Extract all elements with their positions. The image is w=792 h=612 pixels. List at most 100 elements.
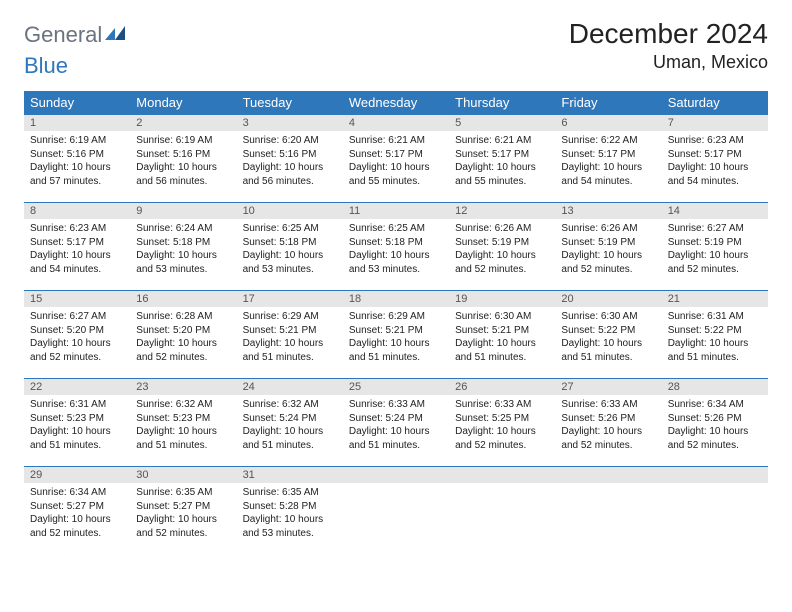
day-number: 10 [237, 203, 343, 219]
calendar-cell: 22Sunrise: 6:31 AMSunset: 5:23 PMDayligh… [24, 379, 130, 467]
month-title: December 2024 [569, 18, 768, 50]
day-details: Sunrise: 6:30 AMSunset: 5:21 PMDaylight:… [449, 307, 555, 367]
day-details: Sunrise: 6:19 AMSunset: 5:16 PMDaylight:… [130, 131, 236, 191]
day-details: Sunrise: 6:23 AMSunset: 5:17 PMDaylight:… [662, 131, 768, 191]
day-details: Sunrise: 6:29 AMSunset: 5:21 PMDaylight:… [343, 307, 449, 367]
calendar-cell: 6Sunrise: 6:22 AMSunset: 5:17 PMDaylight… [555, 115, 661, 203]
calendar-cell: 23Sunrise: 6:32 AMSunset: 5:23 PMDayligh… [130, 379, 236, 467]
day-number: 26 [449, 379, 555, 395]
calendar-cell: 27Sunrise: 6:33 AMSunset: 5:26 PMDayligh… [555, 379, 661, 467]
day-details: Sunrise: 6:28 AMSunset: 5:20 PMDaylight:… [130, 307, 236, 367]
calendar-cell: 2Sunrise: 6:19 AMSunset: 5:16 PMDaylight… [130, 115, 236, 203]
day-number: 30 [130, 467, 236, 483]
calendar-cell [555, 467, 661, 555]
calendar-cell: 29Sunrise: 6:34 AMSunset: 5:27 PMDayligh… [24, 467, 130, 555]
day-details: Sunrise: 6:21 AMSunset: 5:17 PMDaylight:… [449, 131, 555, 191]
calendar-cell: 30Sunrise: 6:35 AMSunset: 5:27 PMDayligh… [130, 467, 236, 555]
day-number: 19 [449, 291, 555, 307]
day-details: Sunrise: 6:26 AMSunset: 5:19 PMDaylight:… [449, 219, 555, 279]
calendar-cell [662, 467, 768, 555]
logo-text-general: General [24, 22, 102, 48]
day-details: Sunrise: 6:32 AMSunset: 5:23 PMDaylight:… [130, 395, 236, 455]
day-number: 21 [662, 291, 768, 307]
calendar-row: 15Sunrise: 6:27 AMSunset: 5:20 PMDayligh… [24, 291, 768, 379]
day-number: 25 [343, 379, 449, 395]
calendar-table: Sunday Monday Tuesday Wednesday Thursday… [24, 91, 768, 555]
calendar-cell: 11Sunrise: 6:25 AMSunset: 5:18 PMDayligh… [343, 203, 449, 291]
calendar-cell: 18Sunrise: 6:29 AMSunset: 5:21 PMDayligh… [343, 291, 449, 379]
calendar-cell: 31Sunrise: 6:35 AMSunset: 5:28 PMDayligh… [237, 467, 343, 555]
weekday-header: Monday [130, 91, 236, 115]
calendar-cell: 8Sunrise: 6:23 AMSunset: 5:17 PMDaylight… [24, 203, 130, 291]
day-number: 31 [237, 467, 343, 483]
calendar-cell: 15Sunrise: 6:27 AMSunset: 5:20 PMDayligh… [24, 291, 130, 379]
day-number: 20 [555, 291, 661, 307]
calendar-cell: 19Sunrise: 6:30 AMSunset: 5:21 PMDayligh… [449, 291, 555, 379]
day-details: Sunrise: 6:31 AMSunset: 5:23 PMDaylight:… [24, 395, 130, 455]
calendar-cell: 24Sunrise: 6:32 AMSunset: 5:24 PMDayligh… [237, 379, 343, 467]
day-details: Sunrise: 6:23 AMSunset: 5:17 PMDaylight:… [24, 219, 130, 279]
calendar-cell: 4Sunrise: 6:21 AMSunset: 5:17 PMDaylight… [343, 115, 449, 203]
logo-mark-icon [105, 22, 127, 48]
day-number: 9 [130, 203, 236, 219]
weekday-header: Tuesday [237, 91, 343, 115]
day-number: 23 [130, 379, 236, 395]
calendar-cell: 17Sunrise: 6:29 AMSunset: 5:21 PMDayligh… [237, 291, 343, 379]
calendar-cell: 25Sunrise: 6:33 AMSunset: 5:24 PMDayligh… [343, 379, 449, 467]
weekday-header: Saturday [662, 91, 768, 115]
day-details: Sunrise: 6:35 AMSunset: 5:27 PMDaylight:… [130, 483, 236, 543]
logo: General [24, 22, 129, 48]
day-number: 1 [24, 115, 130, 131]
day-details: Sunrise: 6:22 AMSunset: 5:17 PMDaylight:… [555, 131, 661, 191]
calendar-row: 22Sunrise: 6:31 AMSunset: 5:23 PMDayligh… [24, 379, 768, 467]
weekday-header: Thursday [449, 91, 555, 115]
day-details: Sunrise: 6:34 AMSunset: 5:27 PMDaylight:… [24, 483, 130, 543]
day-number: 29 [24, 467, 130, 483]
day-details: Sunrise: 6:21 AMSunset: 5:17 PMDaylight:… [343, 131, 449, 191]
day-details: Sunrise: 6:19 AMSunset: 5:16 PMDaylight:… [24, 131, 130, 191]
day-details: Sunrise: 6:27 AMSunset: 5:20 PMDaylight:… [24, 307, 130, 367]
logo-text-blue: Blue [24, 53, 68, 78]
calendar-cell: 5Sunrise: 6:21 AMSunset: 5:17 PMDaylight… [449, 115, 555, 203]
day-details: Sunrise: 6:26 AMSunset: 5:19 PMDaylight:… [555, 219, 661, 279]
calendar-cell: 16Sunrise: 6:28 AMSunset: 5:20 PMDayligh… [130, 291, 236, 379]
calendar-cell: 10Sunrise: 6:25 AMSunset: 5:18 PMDayligh… [237, 203, 343, 291]
weekday-header: Wednesday [343, 91, 449, 115]
calendar-cell: 28Sunrise: 6:34 AMSunset: 5:26 PMDayligh… [662, 379, 768, 467]
day-number: 22 [24, 379, 130, 395]
day-details: Sunrise: 6:27 AMSunset: 5:19 PMDaylight:… [662, 219, 768, 279]
day-number: 18 [343, 291, 449, 307]
day-number: 11 [343, 203, 449, 219]
day-number: 3 [237, 115, 343, 131]
day-number: 15 [24, 291, 130, 307]
calendar-cell: 3Sunrise: 6:20 AMSunset: 5:16 PMDaylight… [237, 115, 343, 203]
calendar-cell: 21Sunrise: 6:31 AMSunset: 5:22 PMDayligh… [662, 291, 768, 379]
day-details: Sunrise: 6:33 AMSunset: 5:24 PMDaylight:… [343, 395, 449, 455]
day-details: Sunrise: 6:33 AMSunset: 5:25 PMDaylight:… [449, 395, 555, 455]
day-number: 12 [449, 203, 555, 219]
day-details: Sunrise: 6:31 AMSunset: 5:22 PMDaylight:… [662, 307, 768, 367]
day-details: Sunrise: 6:25 AMSunset: 5:18 PMDaylight:… [343, 219, 449, 279]
weekday-header: Friday [555, 91, 661, 115]
calendar-cell [343, 467, 449, 555]
calendar-cell: 9Sunrise: 6:24 AMSunset: 5:18 PMDaylight… [130, 203, 236, 291]
calendar-cell [449, 467, 555, 555]
calendar-cell: 14Sunrise: 6:27 AMSunset: 5:19 PMDayligh… [662, 203, 768, 291]
day-details: Sunrise: 6:33 AMSunset: 5:26 PMDaylight:… [555, 395, 661, 455]
calendar-row: 8Sunrise: 6:23 AMSunset: 5:17 PMDaylight… [24, 203, 768, 291]
weekday-header-row: Sunday Monday Tuesday Wednesday Thursday… [24, 91, 768, 115]
day-number: 24 [237, 379, 343, 395]
day-number: 2 [130, 115, 236, 131]
calendar-row: 1Sunrise: 6:19 AMSunset: 5:16 PMDaylight… [24, 115, 768, 203]
day-details: Sunrise: 6:35 AMSunset: 5:28 PMDaylight:… [237, 483, 343, 543]
day-details: Sunrise: 6:34 AMSunset: 5:26 PMDaylight:… [662, 395, 768, 455]
day-number: 6 [555, 115, 661, 131]
day-details: Sunrise: 6:30 AMSunset: 5:22 PMDaylight:… [555, 307, 661, 367]
calendar-cell: 12Sunrise: 6:26 AMSunset: 5:19 PMDayligh… [449, 203, 555, 291]
day-number: 28 [662, 379, 768, 395]
calendar-cell: 26Sunrise: 6:33 AMSunset: 5:25 PMDayligh… [449, 379, 555, 467]
day-number: 16 [130, 291, 236, 307]
day-details: Sunrise: 6:29 AMSunset: 5:21 PMDaylight:… [237, 307, 343, 367]
calendar-cell: 20Sunrise: 6:30 AMSunset: 5:22 PMDayligh… [555, 291, 661, 379]
day-details: Sunrise: 6:24 AMSunset: 5:18 PMDaylight:… [130, 219, 236, 279]
